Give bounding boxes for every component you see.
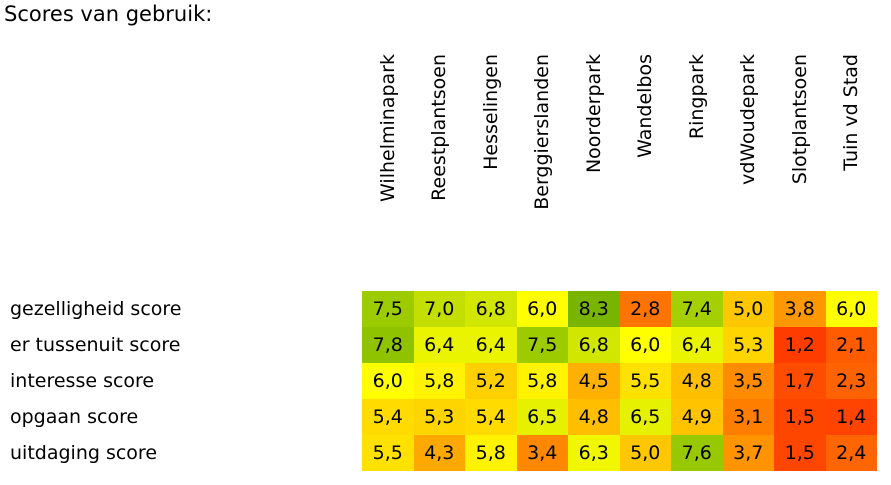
heatmap-cell: 7,5	[362, 291, 414, 327]
heatmap-cell: 5,0	[722, 291, 774, 327]
heatmap-cell: 1,2	[774, 327, 826, 363]
column-header: Reestplantsoen	[414, 54, 466, 284]
column-header-label: Wilhelminapark	[376, 54, 399, 202]
heatmap-cell: 2,8	[619, 291, 671, 327]
column-header-label: Ringpark	[685, 54, 708, 140]
heatmap-cell: 5,2	[465, 363, 517, 399]
heatmap-cell: 5,8	[413, 363, 465, 399]
heatmap-cell: 3,5	[722, 363, 774, 399]
heatmap-cell: 5,8	[465, 435, 517, 471]
heatmap-cell: 5,3	[722, 327, 774, 363]
heatmap-cell: 5,5	[362, 435, 414, 471]
column-header: Hesselingen	[465, 54, 517, 284]
column-header-label: Slotplantsoen	[788, 54, 811, 185]
heatmap-cell: 4,9	[671, 399, 723, 435]
row-label: opgaan score	[10, 406, 139, 428]
column-headers: Wilhelminapark Reestplantsoen Hesselingen B…	[362, 54, 877, 284]
heatmap-cell: 6,0	[619, 327, 671, 363]
column-header: Berggierslanden	[517, 54, 569, 284]
heatmap-cell: 1,5	[774, 435, 826, 471]
heatmap-cell: 6,5	[516, 399, 568, 435]
heatmap-cell: 5,4	[362, 399, 414, 435]
column-header: vdWoudepark	[723, 54, 775, 284]
heatmap-cell: 7,6	[671, 435, 723, 471]
chart-title: Scores van gebruik:	[4, 2, 213, 26]
heatmap-cell: 5,4	[465, 399, 517, 435]
heatmap-cell: 5,8	[516, 363, 568, 399]
heatmap-cell: 4,8	[568, 399, 620, 435]
row-label: gezelligheid score	[10, 298, 182, 320]
heatmap-cell: 2,3	[825, 363, 877, 399]
heatmap-cell: 6,4	[465, 327, 517, 363]
column-header: Tuin vd Stad	[826, 54, 878, 284]
column-header: Slotplantsoen	[774, 54, 826, 284]
heatmap-cell: 5,0	[619, 435, 671, 471]
heatmap-cell: 2,4	[825, 435, 877, 471]
column-header: Noorderpark	[568, 54, 620, 284]
column-header: Ringpark	[671, 54, 723, 284]
heatmap-cell: 7,5	[516, 327, 568, 363]
column-header-label: Berggierslanden	[531, 54, 554, 210]
heatmap-cell: 6,8	[465, 291, 517, 327]
column-header-label: Wandelbos	[634, 54, 657, 158]
heatmap-cell: 4,3	[413, 435, 465, 471]
heatmap-cell: 4,8	[671, 363, 723, 399]
row-label: uitdaging score	[10, 442, 158, 464]
column-header-label: Tuin vd Stad	[840, 54, 863, 171]
heatmap-cell: 6,0	[516, 291, 568, 327]
column-header-label: vdWoudepark	[737, 54, 760, 185]
heatmap-cell: 3,7	[722, 435, 774, 471]
heatmap-cell: 7,4	[671, 291, 723, 327]
column-header: Wilhelminapark	[362, 54, 414, 284]
heatmap-cell: 6,0	[362, 363, 414, 399]
heatmap-cell: 8,3	[568, 291, 620, 327]
column-header: Wandelbos	[620, 54, 672, 284]
heatmap-cell: 3,4	[516, 435, 568, 471]
heatmap-cell: 5,5	[619, 363, 671, 399]
heatmap-cell: 6,8	[568, 327, 620, 363]
heatmap-cell: 4,5	[568, 363, 620, 399]
heatmap-cell: 6,5	[619, 399, 671, 435]
heatmap-cell: 1,5	[774, 399, 826, 435]
row-label: interesse score	[10, 370, 155, 392]
heatmap-cell: 6,4	[413, 327, 465, 363]
heatmap-cell: 1,4	[825, 399, 877, 435]
heatmap-cell: 7,0	[413, 291, 465, 327]
heatmap-cell: 6,3	[568, 435, 620, 471]
heatmap-cell: 5,3	[413, 399, 465, 435]
heatmap-cell: 6,4	[671, 327, 723, 363]
heatmap-cell: 1,7	[774, 363, 826, 399]
column-header-label: Hesselingen	[479, 54, 502, 170]
heatmap-cell: 7,8	[362, 327, 414, 363]
heatmap-cell: 3,1	[722, 399, 774, 435]
column-header-label: Noorderpark	[582, 54, 605, 174]
row-label: er tussenuit score	[10, 334, 181, 356]
column-header-label: Reestplantsoen	[428, 54, 451, 201]
heatmap-cell: 2,1	[825, 327, 877, 363]
heatmap-cell: 6,0	[825, 291, 877, 327]
heatmap-cell: 3,8	[774, 291, 826, 327]
